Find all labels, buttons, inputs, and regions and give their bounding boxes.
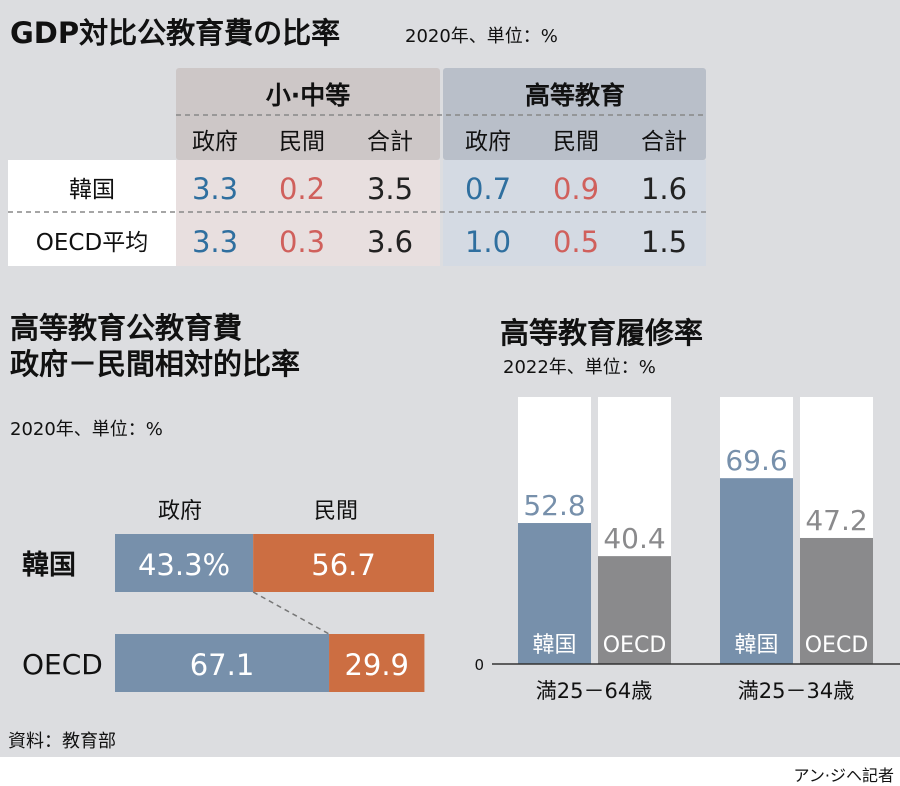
bar-value: 69.6 <box>725 444 787 477</box>
y-tick: 0 <box>474 656 484 674</box>
bar-name: 韓国 <box>734 633 778 658</box>
column-header: 民間 <box>279 129 325 155</box>
table-cell: 3.3 <box>192 225 238 259</box>
group-header: 高等教育 <box>525 81 625 110</box>
group-header-bg <box>443 68 706 160</box>
bar-label: 56.7 <box>311 548 376 582</box>
group-header-bg <box>176 68 440 160</box>
legend-gov: 政府 <box>158 499 202 524</box>
bar-value: 52.8 <box>523 489 585 522</box>
ratio-subtitle: 2020年、単位：% <box>10 419 163 440</box>
bar-label: 43.3% <box>138 548 230 582</box>
bar-private <box>253 534 434 592</box>
group-body-bg <box>176 160 440 266</box>
table-cell: 3.6 <box>367 225 413 259</box>
group-body-bg <box>443 160 706 266</box>
bar-gov <box>115 534 254 592</box>
rate-title: 高等教育履修率 <box>500 316 704 350</box>
column-header: 政府 <box>465 129 511 155</box>
table-cell: 1.0 <box>465 225 511 259</box>
bar-value: 47.2 <box>805 504 867 537</box>
bar-name: OECD <box>805 633 869 658</box>
column-header: 民間 <box>553 129 599 155</box>
row-label: OECD平均 <box>36 230 148 256</box>
table-cell: 3.5 <box>367 172 413 206</box>
table-cell: 1.5 <box>641 225 687 259</box>
column-header: 合計 <box>367 129 413 155</box>
page-title: GDP対比公教育費の比率 <box>10 16 341 50</box>
row-label-bg <box>8 160 176 266</box>
bar <box>800 537 873 664</box>
column-header: 政府 <box>192 129 238 155</box>
table-cell: 0.5 <box>553 225 599 259</box>
credit: アン·ジヘ記者 <box>793 766 894 785</box>
bar-value: 40.4 <box>603 522 665 555</box>
row-label: 韓国 <box>69 177 115 203</box>
category-label: OECD <box>22 648 103 681</box>
subtitle: 2020年、単位：% <box>405 26 558 47</box>
column-header: 合計 <box>641 129 687 155</box>
bar-gov <box>115 634 330 692</box>
ratio-title: 高等教育公教育費 政府－民間相対的比率 <box>10 310 300 382</box>
table-cell: 0.3 <box>279 225 325 259</box>
group-label: 満25－34歳 <box>738 679 854 703</box>
rate-subtitle: 2022年、単位：% <box>503 357 656 378</box>
table-cell: 0.9 <box>553 172 599 206</box>
bar-label: 67.1 <box>190 648 255 682</box>
bar-name: 韓国 <box>532 633 576 658</box>
table-cell: 0.7 <box>465 172 511 206</box>
bar <box>518 523 591 664</box>
connector-line <box>252 591 330 635</box>
table-cell: 3.3 <box>192 172 238 206</box>
table-cell: 1.6 <box>641 172 687 206</box>
ratio-title-line1: 高等教育公教育費 <box>10 311 243 345</box>
bar-label: 29.9 <box>344 648 409 682</box>
infographic: GDP対比公教育費の比率 2020年、単位：% 小·中等 高等教育 政府 民間 合計 政府… <box>0 0 900 757</box>
group-label: 満25－64歳 <box>536 679 652 703</box>
group-header: 小·中等 <box>266 81 351 110</box>
legend-private: 民間 <box>314 499 358 524</box>
bar-private <box>329 634 425 692</box>
table-cell: 0.2 <box>279 172 325 206</box>
source: 資料：教育部 <box>8 731 116 752</box>
bar <box>598 556 671 664</box>
bar <box>720 478 793 664</box>
ratio-title-line2: 政府－民間相対的比率 <box>10 347 301 381</box>
category-label: 韓国 <box>22 550 76 581</box>
bar-name: OECD <box>603 633 667 658</box>
